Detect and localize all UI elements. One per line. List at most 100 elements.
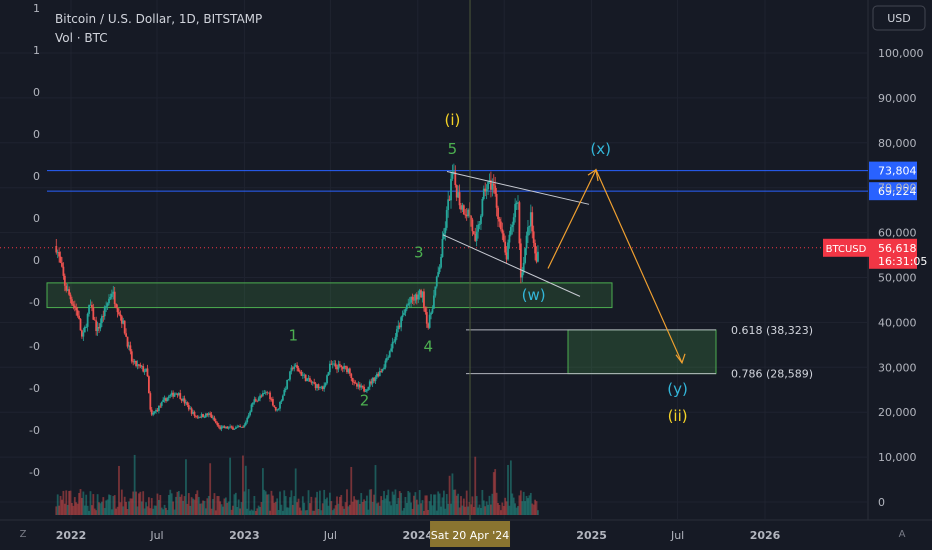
candle-body bbox=[411, 296, 414, 300]
wave-drawings[interactable] bbox=[442, 0, 686, 520]
candle-body bbox=[183, 398, 186, 404]
candle-body bbox=[153, 411, 156, 413]
candle-body bbox=[326, 375, 328, 384]
volume-bar bbox=[274, 501, 277, 515]
volume-bar bbox=[534, 499, 536, 515]
candle-body bbox=[380, 371, 383, 372]
volume-bar bbox=[267, 494, 270, 515]
candle-body bbox=[65, 285, 68, 291]
volume-bar bbox=[420, 503, 422, 515]
volume-bar bbox=[351, 501, 354, 515]
candle-body bbox=[71, 299, 73, 305]
volume-bar bbox=[180, 494, 183, 515]
volume-bar bbox=[376, 503, 378, 515]
candle-body bbox=[464, 214, 467, 216]
volume-bar bbox=[344, 502, 347, 515]
volume-bar bbox=[434, 494, 437, 515]
volume-bar bbox=[140, 501, 143, 515]
candle-body bbox=[333, 363, 336, 365]
volume-bar bbox=[438, 493, 441, 515]
volume-bar bbox=[280, 504, 283, 515]
candle-body bbox=[118, 312, 120, 315]
left-scale-label: 0 bbox=[33, 86, 40, 99]
candle-body bbox=[534, 242, 536, 254]
volume-bar bbox=[254, 510, 257, 515]
candle-body bbox=[246, 417, 249, 423]
candle-body bbox=[79, 318, 82, 331]
candle-body bbox=[424, 308, 427, 313]
volume-bar bbox=[242, 455, 244, 515]
candle-body bbox=[163, 398, 166, 400]
candle-body bbox=[528, 226, 531, 228]
candle-body bbox=[63, 275, 66, 286]
candle-body bbox=[223, 426, 226, 429]
volume-bar bbox=[119, 502, 122, 515]
volume-bar bbox=[307, 490, 310, 515]
candle-body bbox=[535, 253, 538, 262]
candle-body bbox=[136, 364, 139, 367]
volume-bar bbox=[129, 498, 132, 515]
candle-body bbox=[418, 290, 421, 295]
price-axis[interactable]: 100,000 90,000 80,000 70,000 60,000 50,000 40,… bbox=[878, 47, 924, 509]
y-tick-label: 70,000 bbox=[878, 182, 917, 195]
candle-body bbox=[186, 402, 189, 406]
candle-body bbox=[210, 414, 213, 419]
auto-scale-button[interactable]: A bbox=[899, 529, 906, 540]
candle-body bbox=[501, 229, 504, 234]
projection-arrow-down bbox=[675, 353, 686, 365]
candle-body bbox=[505, 252, 508, 260]
candle-body bbox=[81, 330, 83, 337]
volume-bar bbox=[146, 506, 149, 515]
volume-bar bbox=[471, 496, 474, 515]
zoom-corner-button[interactable]: Z bbox=[20, 529, 27, 540]
candle-body bbox=[175, 393, 177, 395]
volume-bar bbox=[350, 466, 353, 515]
volume-bar bbox=[236, 507, 239, 515]
volume-bar bbox=[330, 501, 333, 515]
volume-bar bbox=[410, 502, 413, 515]
volume-bar bbox=[152, 508, 155, 515]
volume-bar bbox=[220, 504, 223, 515]
candle-body bbox=[230, 426, 233, 428]
candle-body bbox=[397, 325, 400, 330]
y-tick-label: 20,000 bbox=[878, 406, 917, 419]
volume-bar bbox=[404, 497, 407, 515]
volume-bar bbox=[338, 496, 341, 515]
candle-body bbox=[427, 323, 430, 328]
candle-body bbox=[330, 363, 333, 365]
volume-bar bbox=[437, 491, 440, 515]
x-tick-label: 2026 bbox=[750, 529, 781, 542]
candle-body bbox=[348, 368, 351, 374]
candle-body bbox=[477, 224, 479, 232]
volume-bar bbox=[435, 510, 438, 515]
volume-bar bbox=[286, 507, 289, 515]
time-axis[interactable]: 2022Jul2023Jul2024Jul2025Jul2026Sat 20 A… bbox=[56, 521, 781, 547]
volume-bar bbox=[185, 459, 187, 515]
volume-bar bbox=[95, 510, 98, 515]
volume-bar bbox=[153, 505, 156, 515]
candle-body bbox=[273, 405, 276, 408]
candle-body bbox=[82, 332, 85, 337]
candle-body bbox=[529, 212, 532, 227]
candle-body bbox=[354, 382, 357, 384]
volume-bar bbox=[316, 491, 318, 515]
volume-bar bbox=[364, 500, 367, 515]
volume-bar bbox=[531, 503, 534, 515]
volume-bar bbox=[162, 509, 165, 515]
volume-bar bbox=[83, 505, 86, 515]
candle-body bbox=[337, 364, 340, 370]
candle-body bbox=[173, 394, 176, 397]
candle-body bbox=[358, 384, 361, 388]
volume-bar bbox=[495, 492, 498, 515]
volume-bar bbox=[145, 502, 147, 515]
currency-button[interactable] bbox=[872, 5, 926, 31]
candle-body bbox=[442, 233, 445, 239]
candle-body bbox=[148, 376, 150, 394]
volume-bar bbox=[367, 509, 370, 515]
candle-body bbox=[485, 189, 488, 192]
candle-body bbox=[197, 416, 200, 418]
candle-body bbox=[430, 312, 432, 315]
candle-body bbox=[465, 214, 468, 217]
candle-body bbox=[441, 238, 444, 257]
